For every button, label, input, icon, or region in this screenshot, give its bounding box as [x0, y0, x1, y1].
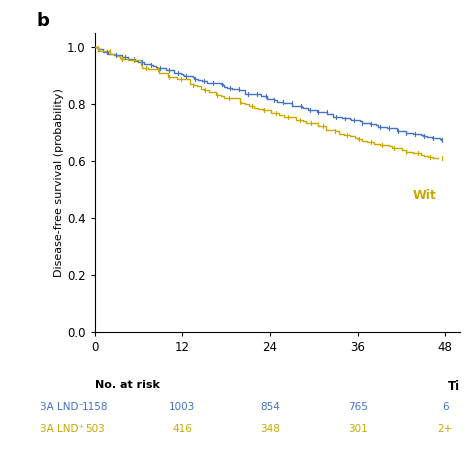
Text: No. at risk: No. at risk [95, 380, 160, 390]
Text: 416: 416 [173, 424, 192, 434]
Y-axis label: Disease-free survival (probability): Disease-free survival (probability) [55, 88, 64, 277]
Text: 2+: 2+ [438, 424, 453, 434]
Text: 301: 301 [348, 424, 367, 434]
Text: 3A LND⁺: 3A LND⁺ [40, 424, 84, 434]
Text: 1158: 1158 [82, 402, 108, 412]
Text: 1003: 1003 [169, 402, 195, 412]
Text: Wit: Wit [412, 189, 436, 202]
Text: 3A LND⁻: 3A LND⁻ [40, 402, 84, 412]
Text: b: b [36, 12, 49, 30]
Text: 6: 6 [442, 402, 448, 412]
Text: 765: 765 [347, 402, 367, 412]
Text: 348: 348 [260, 424, 280, 434]
Text: Ti: Ti [447, 380, 460, 392]
Text: 854: 854 [260, 402, 280, 412]
Text: 503: 503 [85, 424, 105, 434]
